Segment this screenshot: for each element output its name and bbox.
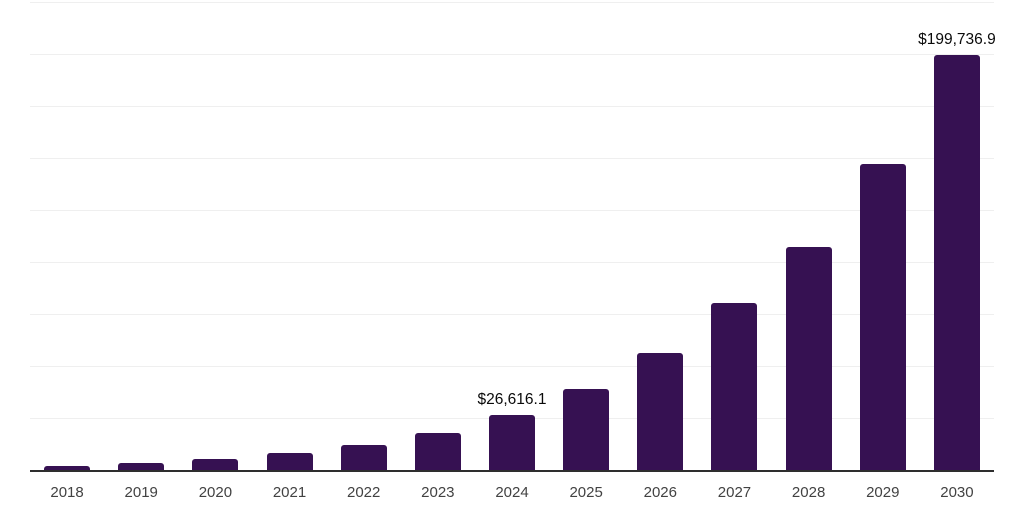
gridline	[30, 2, 994, 3]
x-tick-label-2026: 2026	[643, 484, 677, 501]
bar-2024[interactable]	[489, 414, 535, 470]
bar-2030[interactable]	[933, 54, 980, 470]
bar-2021[interactable]	[266, 453, 313, 470]
data-label-2024: $26,616.1	[477, 391, 547, 409]
bar-2019[interactable]	[118, 463, 165, 470]
x-tick-label-2027: 2027	[717, 484, 752, 501]
gridline	[30, 366, 994, 367]
bar-2020[interactable]	[192, 459, 239, 470]
bar-2028[interactable]	[785, 247, 832, 470]
x-tick-label-2025: 2025	[569, 484, 603, 501]
bar-2027[interactable]	[711, 302, 758, 470]
gridline	[30, 54, 994, 55]
bar-2018[interactable]	[44, 465, 91, 470]
x-tick-label-2020: 2020	[198, 484, 233, 501]
bar-2022[interactable]	[340, 445, 387, 470]
gridline	[30, 210, 994, 211]
x-tick-label-2024: 2024	[495, 484, 529, 501]
gridline	[30, 262, 994, 263]
bar-2023[interactable]	[414, 432, 461, 470]
bar-2029[interactable]	[859, 164, 906, 470]
x-tick-label-2030: 2030	[940, 484, 974, 501]
x-axis: 2018 2019 2020 2021 2022 2023 2024 2025 2026 2027…	[30, 484, 994, 506]
x-tick-label-2019: 2019	[124, 484, 158, 501]
plot-area: $26,616.1 $199,736.9	[30, 2, 996, 472]
bar-2025[interactable]	[563, 388, 610, 470]
bar-2026[interactable]	[637, 352, 684, 470]
x-tick-label-2028: 2028	[791, 484, 826, 501]
gridline	[30, 158, 994, 159]
x-tick-label-2029: 2029	[866, 484, 900, 501]
x-tick-label-2023: 2023	[421, 484, 455, 501]
gridline	[30, 314, 994, 315]
x-tick-label-2018: 2018	[50, 484, 84, 501]
x-tick-label-2021: 2021	[272, 484, 307, 501]
data-label-2030: $199,736.9	[918, 31, 996, 49]
gridline	[30, 106, 994, 107]
x-tick-label-2022: 2022	[347, 484, 381, 501]
